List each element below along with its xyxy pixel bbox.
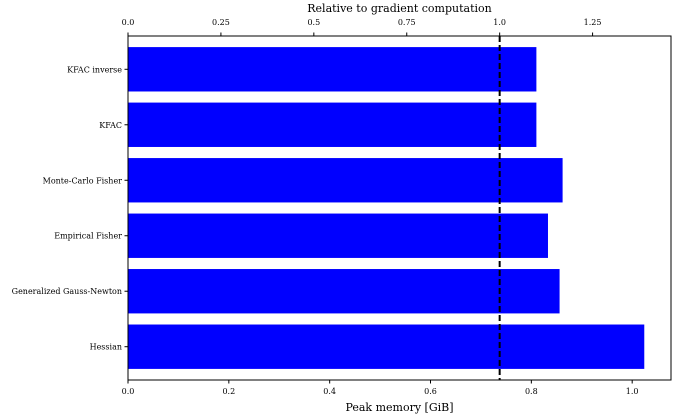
top-tick-label: 0.5 [307, 18, 320, 27]
bars-group [128, 47, 645, 369]
bar-2 [128, 158, 563, 203]
top-tick-label: 1.25 [584, 18, 602, 27]
y-tick-label: Hessian [90, 343, 122, 352]
bar-3 [128, 213, 548, 258]
bar-4 [128, 269, 560, 314]
y-tick-label: KFAC [99, 121, 122, 130]
y-tick-label: Monte-Carlo Fisher [43, 176, 123, 185]
top-axis-ticks: 0.0 0.25 0.5 0.75 1.0 1.25 [122, 18, 602, 36]
top-axis-title: Relative to gradient computation [307, 2, 491, 15]
top-tick-label: 0.25 [212, 18, 230, 27]
x-tick-label: 0.8 [525, 387, 538, 396]
x-tick-label: 1.0 [626, 387, 639, 396]
bar-0 [128, 47, 537, 92]
bar-5 [128, 324, 645, 369]
y-tick-label: KFAC inverse [67, 65, 122, 74]
x-tick-label: 0.6 [424, 387, 437, 396]
top-tick-label: 1.0 [493, 18, 506, 27]
top-tick-label: 0.0 [122, 18, 135, 27]
plot-frame [127, 35, 672, 381]
x-tick-label: 0.0 [122, 387, 135, 396]
x-tick-label: 0.4 [323, 387, 336, 396]
bar-1 [128, 102, 537, 147]
bottom-axis-ticks: 0.0 0.2 0.4 0.6 0.8 1.0 [122, 380, 639, 396]
x-tick-label: 0.2 [222, 387, 235, 396]
y-tick-label: Generalized Gauss-Newton [12, 287, 122, 296]
y-axis-ticks: KFAC inverse KFAC Monte-Carlo Fisher Empiri… [12, 65, 128, 352]
top-tick-label: 0.75 [398, 18, 416, 27]
x-axis-title: Peak memory [GiB] [345, 401, 453, 414]
y-tick-label: Empirical Fisher [54, 232, 122, 241]
